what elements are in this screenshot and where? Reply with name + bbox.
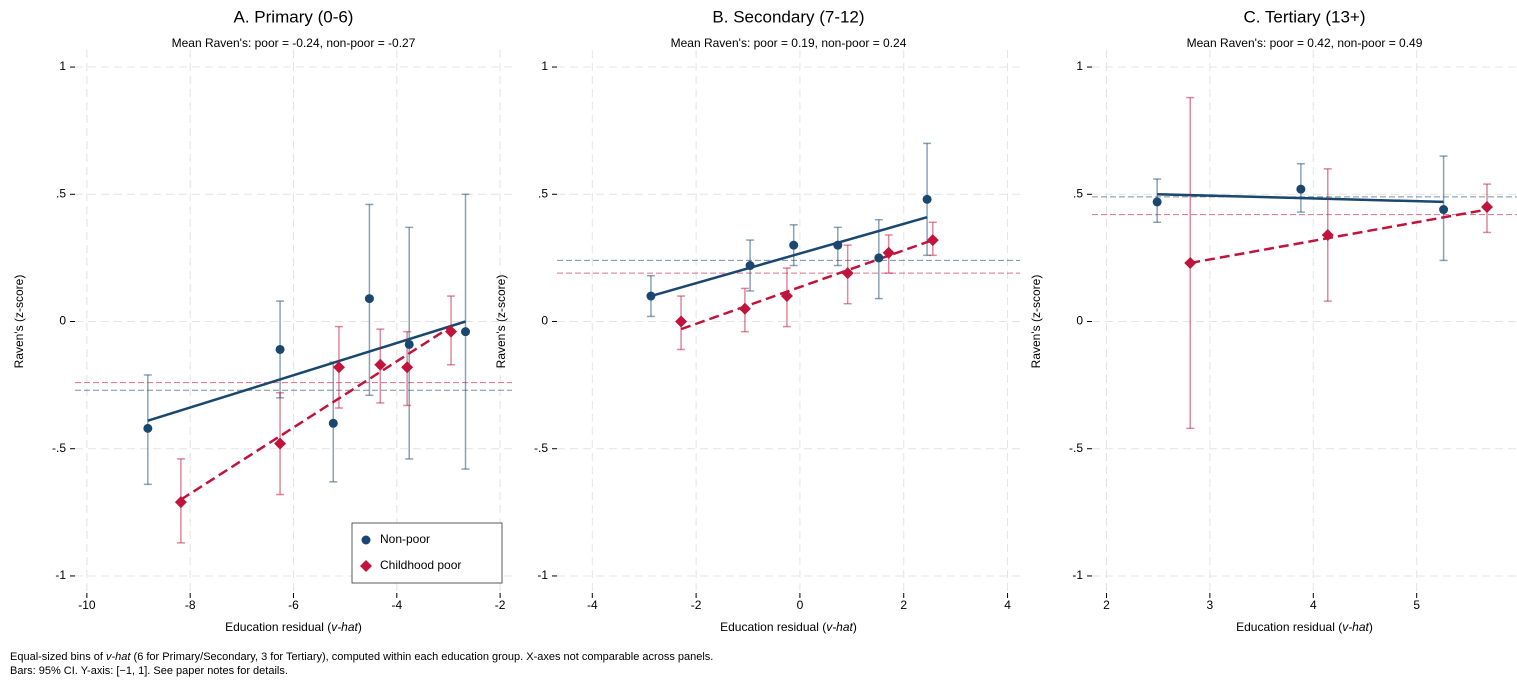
- y-tick-label: 0: [1076, 314, 1083, 328]
- y-tick-label: -.5: [52, 441, 66, 455]
- point: [1481, 200, 1494, 213]
- y-tick-label: -1: [1072, 568, 1083, 582]
- legend-label: Childhood poor: [380, 558, 461, 572]
- fit-line: [180, 325, 452, 501]
- x-tick-label: -4: [587, 598, 598, 612]
- panel-subtitle: Mean Raven's: poor = 0.42, non-poor = 0.…: [1187, 36, 1423, 50]
- point: [275, 344, 285, 354]
- x-axis-label-part: Education residual (: [225, 620, 331, 634]
- point: [833, 240, 843, 250]
- y-tick-label: .5: [56, 186, 66, 200]
- y-tick-label: -.5: [534, 441, 548, 455]
- fit-line: [650, 215, 928, 298]
- y-tick-label: 1: [59, 59, 66, 73]
- legend-label: Non-poor: [380, 532, 430, 546]
- point: [1152, 197, 1162, 207]
- x-axis-label: Education residual (v-hat): [1236, 620, 1373, 634]
- point: [1184, 256, 1197, 269]
- y-tick-label: 1: [541, 59, 548, 73]
- point: [174, 496, 187, 509]
- point: [882, 246, 895, 259]
- y-tick-label: -.5: [1069, 441, 1083, 455]
- point: [675, 315, 688, 328]
- footnote-part: Bars: 95% CI. Y-axis: [−1, 1]. See paper…: [10, 665, 288, 677]
- point: [461, 327, 471, 337]
- point: [745, 261, 755, 271]
- point: [874, 253, 884, 263]
- x-tick-label: 2: [1103, 598, 1110, 612]
- point: [328, 418, 338, 428]
- fit-line: [1157, 193, 1444, 204]
- footnote-part: Equal-sized bins of: [10, 651, 106, 663]
- point: [1439, 205, 1449, 215]
- panel-title: B. Secondary (7-12): [712, 7, 864, 26]
- panel-title: A. Primary (0-6): [234, 7, 354, 26]
- point: [364, 294, 374, 304]
- point: [374, 358, 387, 371]
- fit-line: [1190, 208, 1488, 265]
- footnote: Equal-sized bins of v-hat (6 for Primary…: [10, 651, 713, 663]
- x-tick-label: 4: [1310, 598, 1317, 612]
- x-axis-label-part: v-hat: [331, 620, 358, 634]
- x-axis-label: Education residual (v-hat): [225, 620, 362, 634]
- y-tick-label: .5: [538, 186, 548, 200]
- point: [789, 240, 799, 250]
- x-tick-label: 4: [1004, 598, 1011, 612]
- point: [926, 234, 939, 247]
- y-axis-label: Raven's (z-score): [494, 275, 508, 369]
- fit-line: [680, 238, 934, 331]
- x-axis-label-part: Education residual (: [1236, 620, 1342, 634]
- x-tick-label: -10: [78, 598, 96, 612]
- point: [1296, 184, 1306, 194]
- point: [404, 339, 414, 349]
- point: [445, 325, 458, 338]
- x-tick-label: -4: [391, 598, 402, 612]
- y-tick-label: .5: [1073, 186, 1083, 200]
- x-axis-label-part: Education residual (: [720, 620, 826, 634]
- y-tick-label: 0: [541, 314, 548, 328]
- point: [143, 423, 153, 433]
- x-tick-label: -8: [185, 598, 196, 612]
- fit-line: [147, 320, 466, 422]
- x-axis-label-part: ): [358, 620, 362, 634]
- x-tick-label: 3: [1207, 598, 1214, 612]
- x-axis-label-part: v-hat: [1342, 620, 1369, 634]
- x-axis-label-part: v-hat: [826, 620, 853, 634]
- y-tick-label: -1: [55, 568, 66, 582]
- point: [332, 361, 345, 374]
- x-tick-label: 2: [900, 598, 907, 612]
- x-tick-label: 5: [1413, 598, 1420, 612]
- x-tick-label: -6: [288, 598, 299, 612]
- y-tick-label: -1: [537, 568, 548, 582]
- point: [738, 302, 751, 315]
- y-axis-label: Raven's (z-score): [12, 275, 26, 369]
- y-tick-label: 0: [59, 314, 66, 328]
- footnote-part: v-hat: [106, 651, 131, 663]
- x-axis-label: Education residual (v-hat): [720, 620, 857, 634]
- footnote: Bars: 95% CI. Y-axis: [−1, 1]. See paper…: [10, 665, 288, 677]
- point: [401, 361, 414, 374]
- point: [922, 194, 932, 204]
- panel-title: C. Tertiary (13+): [1243, 7, 1365, 26]
- legend-marker: [361, 535, 371, 545]
- panel-subtitle: Mean Raven's: poor = 0.19, non-poor = 0.…: [671, 36, 907, 50]
- legend-box: [351, 522, 503, 584]
- x-axis-label-part: ): [1369, 620, 1373, 634]
- panel-subtitle: Mean Raven's: poor = -0.24, non-poor = -…: [172, 36, 416, 50]
- legend-marker: [360, 560, 372, 572]
- x-tick-label: 0: [797, 598, 804, 612]
- footnote-part: (6 for Primary/Secondary, 3 for Tertiary…: [130, 651, 713, 663]
- point: [1321, 228, 1334, 241]
- point: [274, 437, 287, 450]
- point: [646, 291, 656, 301]
- point: [780, 290, 793, 303]
- y-axis-label: Raven's (z-score): [1029, 275, 1043, 369]
- point: [841, 267, 854, 280]
- x-tick-label: -2: [495, 598, 506, 612]
- x-tick-label: -2: [691, 598, 702, 612]
- x-axis-label-part: ): [853, 620, 857, 634]
- y-tick-label: 1: [1076, 59, 1083, 73]
